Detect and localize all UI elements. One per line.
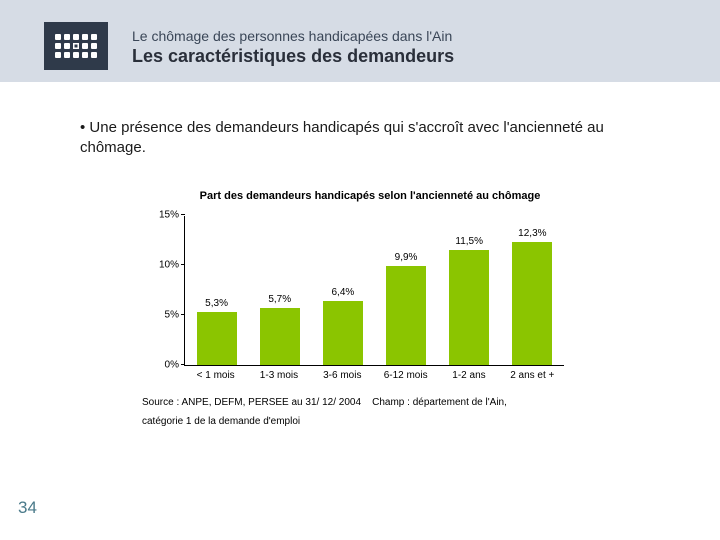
page-number: 34	[18, 498, 37, 518]
chart-bar-group: 12,3%	[502, 228, 562, 365]
slide-title: Les caractéristiques des demandeurs	[132, 46, 454, 67]
chart-ytick-mark	[181, 314, 185, 315]
chart-ytick-label: 5%	[149, 310, 179, 321]
chart-bar-value-label: 9,9%	[395, 252, 418, 263]
chart-bar-value-label: 11,5%	[455, 236, 483, 247]
chart-x-label: < 1 mois	[186, 370, 246, 381]
chart-bar-group: 5,7%	[250, 294, 310, 365]
chart-title: Part des demandeurs handicapés selon l'a…	[180, 190, 560, 202]
chart-bar-value-label: 5,3%	[205, 298, 228, 309]
chart-ytick-label: 10%	[149, 260, 179, 271]
chart-x-label: 6-12 mois	[376, 370, 436, 381]
bullet-point: • Une présence des demandeurs handicapés…	[80, 118, 660, 159]
chart-ytick-mark	[181, 264, 185, 265]
chart-bar	[260, 308, 300, 365]
chart-bar-value-label: 12,3%	[518, 228, 546, 239]
chart-bar-group: 5,3%	[187, 298, 247, 365]
chart-x-label: 2 ans et +	[502, 370, 562, 381]
chart-x-label: 1-3 mois	[249, 370, 309, 381]
bar-chart: Part des demandeurs handicapés selon l'a…	[140, 190, 590, 427]
chart-source-right: Champ : département de l'Ain,	[372, 397, 507, 408]
chart-bar-group: 6,4%	[313, 287, 373, 365]
chart-ytick-mark	[181, 364, 185, 365]
header-band: Le chômage des personnes handicapées dan…	[0, 0, 720, 82]
chart-bars: 5,3% 5,7% 6,4% 9,9% 11,5% 12,3%	[185, 216, 564, 365]
chart-bar-value-label: 6,4%	[331, 287, 354, 298]
chart-ytick-mark	[181, 214, 185, 215]
chart-source-line: Source : ANPE, DEFM, PERSEE au 31/ 12/ 2…	[142, 397, 590, 408]
chart-plot-area: 5,3%5,7%6,4%9,9%11,5%12,3% 0%5%10%15%	[184, 216, 564, 366]
chart-bar	[386, 266, 426, 365]
chart-source-line2: catégorie 1 de la demande d'emploi	[142, 416, 590, 427]
chart-bar-value-label: 5,7%	[268, 294, 291, 305]
logo-icon	[44, 22, 108, 70]
chart-source-left: Source : ANPE, DEFM, PERSEE au 31/ 12/ 2…	[142, 397, 361, 408]
header-text-block: Le chômage des personnes handicapées dan…	[132, 28, 454, 67]
chart-bar-group: 11,5%	[439, 236, 499, 365]
slide-supertitle: Le chômage des personnes handicapées dan…	[132, 28, 454, 44]
chart-bar	[323, 301, 363, 365]
chart-x-label: 3-6 mois	[312, 370, 372, 381]
chart-x-labels: < 1 mois1-3 mois3-6 mois 6-12 mois1-2 ans…	[184, 370, 564, 381]
chart-ytick-label: 0%	[149, 360, 179, 371]
chart-bar	[512, 242, 552, 365]
chart-bar-group: 9,9%	[376, 252, 436, 365]
chart-bar	[449, 250, 489, 365]
chart-x-label: 1-2 ans	[439, 370, 499, 381]
chart-ytick-label: 15%	[149, 210, 179, 221]
chart-bar	[197, 312, 237, 365]
